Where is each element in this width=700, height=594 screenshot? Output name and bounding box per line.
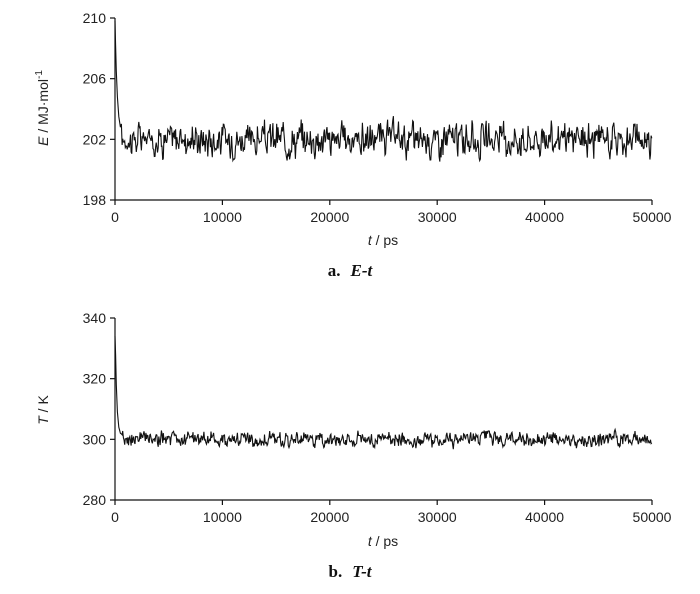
chart-a-caption: a. E-t (328, 261, 374, 280)
chart-b-xlabel: t / ps (368, 533, 398, 549)
chart-b-x-tick-label: 0 (111, 509, 119, 525)
chart-b-x-tick-label: 30000 (418, 509, 457, 525)
chart-a-ylabel: E / MJ·mol-1 (34, 70, 51, 146)
chart-b-x-tick-label: 40000 (525, 509, 564, 525)
chart-a-x-tick-label: 0 (111, 209, 119, 225)
chart-b-y-tick-label: 280 (83, 492, 107, 508)
chart-b-x-tick-label: 10000 (203, 509, 242, 525)
chart-b-y-tick-label: 320 (83, 371, 107, 387)
chart-a-y-tick-label: 198 (83, 192, 107, 208)
chart-b: 280 300 320 340 0 10000 20000 30000 40000 50000 T… (35, 310, 672, 581)
chart-a-x-tick-label: 20000 (310, 209, 349, 225)
chart-a-y-tick-label: 210 (83, 10, 107, 26)
chart-a-xlabel: t / ps (368, 232, 398, 248)
chart-a: 198 202 206 210 0 10000 20000 30000 40000 50000 E… (34, 10, 672, 280)
chart-b-ticks: 280 300 320 340 0 10000 20000 30000 40000 50000 (83, 310, 672, 525)
chart-b-x-tick-label: 20000 (310, 509, 349, 525)
chart-b-ylabel: T / K (35, 395, 51, 425)
chart-a-x-tick-label: 50000 (633, 209, 672, 225)
chart-a-x-tick-label: 10000 (203, 209, 242, 225)
chart-b-y-tick-label: 340 (83, 310, 107, 326)
chart-a-series-line (114, 20, 653, 163)
chart-a-ticks: 198 202 206 210 0 10000 20000 30000 40000 50000 (83, 10, 672, 225)
chart-b-caption: b. T-t (329, 562, 373, 581)
chart-a-y-tick-label: 206 (83, 71, 107, 87)
chart-a-x-tick-label: 40000 (525, 209, 564, 225)
chart-b-series-line (114, 336, 653, 450)
chart-a-y-tick-label: 202 (83, 131, 107, 147)
chart-b-y-tick-label: 300 (83, 431, 107, 447)
chart-a-x-tick-label: 30000 (418, 209, 457, 225)
chart-b-x-tick-label: 50000 (633, 509, 672, 525)
